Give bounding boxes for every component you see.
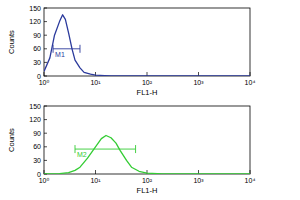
gate: M1 (53, 45, 80, 58)
x-tick-label: 10⁰ (39, 177, 50, 184)
y-tick-label: 60 (33, 45, 41, 52)
histogram-line (44, 15, 250, 76)
x-axis-label: FL1-H (137, 186, 158, 195)
y-tick (44, 62, 47, 63)
panel: 030609012015010⁰10¹10²10³10⁴FL1-HCountsM… (7, 5, 255, 98)
plot-frame (44, 106, 250, 174)
y-tick-label: 120 (29, 18, 41, 25)
y-tick (44, 76, 47, 77)
x-tick-label: 10³ (193, 177, 204, 184)
x-tick-label: 10¹ (90, 79, 101, 86)
plot-frame (44, 8, 250, 76)
data-group (44, 135, 250, 174)
x-tick-label: 10⁰ (39, 79, 50, 86)
gate-end (79, 45, 80, 53)
x-tick-label: 10² (142, 177, 153, 184)
data-group (44, 15, 250, 76)
x-tick-label: 10³ (193, 79, 204, 86)
x-tick-label: 10¹ (90, 177, 101, 184)
y-tick-label: 30 (33, 157, 41, 164)
y-tick (44, 160, 47, 161)
y-tick (44, 21, 47, 22)
gate-label: M2 (77, 151, 87, 158)
x-axis-label: FL1-H (137, 88, 158, 97)
y-tick-label: 30 (33, 59, 41, 66)
gate-bar (75, 149, 136, 150)
gate-end (135, 145, 136, 153)
x-tick (95, 170, 96, 174)
chart: 030609012015010⁰10¹10²10³10⁴FL1-HCountsM… (0, 0, 300, 200)
y-tick (44, 48, 47, 49)
y-tick-label: 90 (33, 32, 41, 39)
y-tick-label: 120 (29, 116, 41, 123)
y-tick (44, 119, 47, 120)
x-tick (44, 72, 45, 76)
y-axis-label: Counts (7, 30, 16, 54)
panel: 030609012015010⁰10¹10²10³10⁴FL1-HCountsM… (7, 103, 255, 196)
y-tick-label: 60 (33, 143, 41, 150)
gate-end (53, 45, 54, 53)
x-tick-label: 10² (142, 79, 153, 86)
gate-bar (53, 48, 80, 49)
gate-label: M1 (55, 51, 65, 58)
gate-end (75, 145, 76, 153)
histogram-line (44, 135, 250, 174)
x-tick-label: 10⁴ (245, 177, 256, 184)
y-tick (44, 8, 47, 9)
x-tick-label: 10⁴ (245, 79, 256, 86)
y-tick (44, 146, 47, 147)
y-tick (44, 35, 47, 36)
y-tick (44, 106, 47, 107)
y-tick-label: 150 (29, 103, 41, 110)
gate: M2 (75, 145, 136, 158)
y-axis-label: Counts (7, 128, 16, 152)
y-tick-label: 90 (33, 130, 41, 137)
y-tick-label: 150 (29, 5, 41, 12)
y-tick (44, 133, 47, 134)
